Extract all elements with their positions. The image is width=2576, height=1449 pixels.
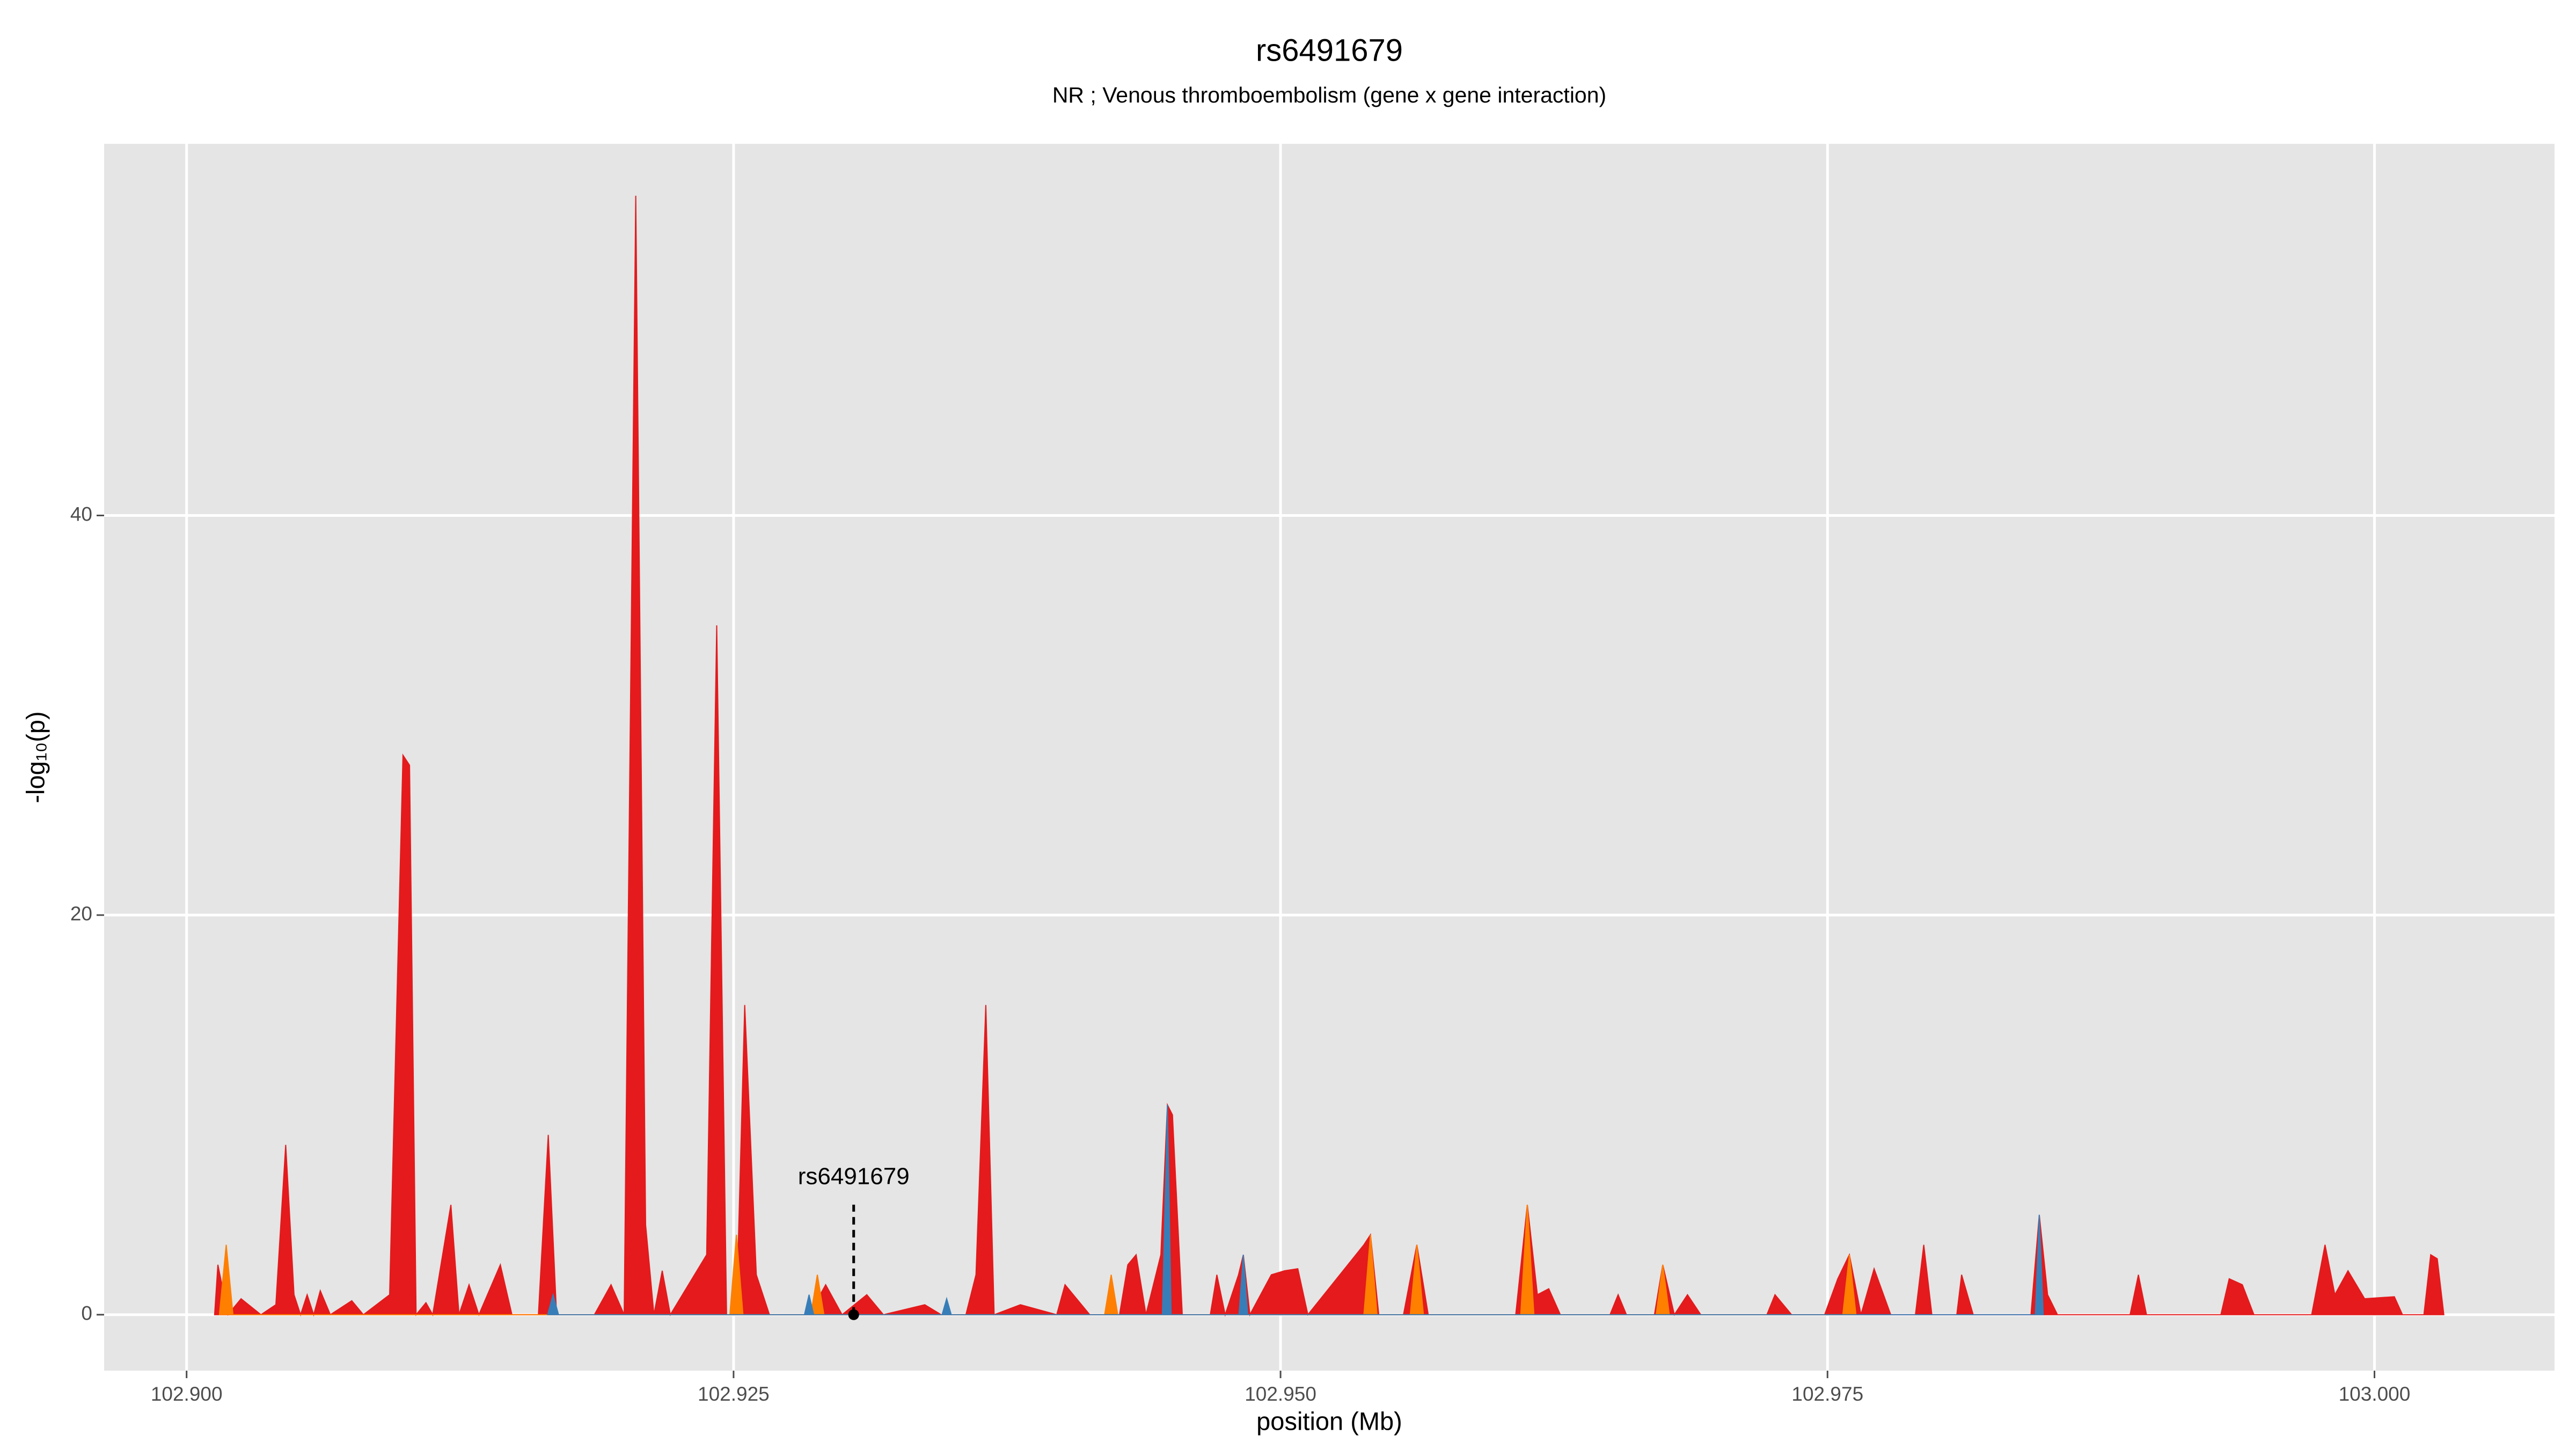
y-tick-label: 20 (70, 903, 92, 925)
y-tick-label: 40 (70, 503, 92, 525)
y-axis-title: -log₁₀(p) (21, 711, 49, 803)
area (218, 1204, 1857, 1315)
x-tick-label: 102.925 (698, 1383, 770, 1405)
x-tick-label: 102.900 (151, 1383, 223, 1405)
x-tick-label: 103.000 (2339, 1383, 2411, 1405)
annotation-point (848, 1309, 859, 1320)
chart-subtitle: NR ; Venous thromboembolism (gene x gene… (1052, 83, 1606, 107)
annotation-label: rs6491679 (798, 1163, 910, 1189)
chart-title: rs6491679 (1256, 33, 1403, 68)
plot-panel (104, 144, 2555, 1371)
y-tick-label: 0 (81, 1302, 92, 1324)
x-axis-title: position (Mb) (1256, 1407, 1402, 1435)
x-tick-label: 102.950 (1245, 1383, 1316, 1405)
area (547, 1104, 2044, 1315)
x-tick-label: 102.975 (1791, 1383, 1863, 1405)
